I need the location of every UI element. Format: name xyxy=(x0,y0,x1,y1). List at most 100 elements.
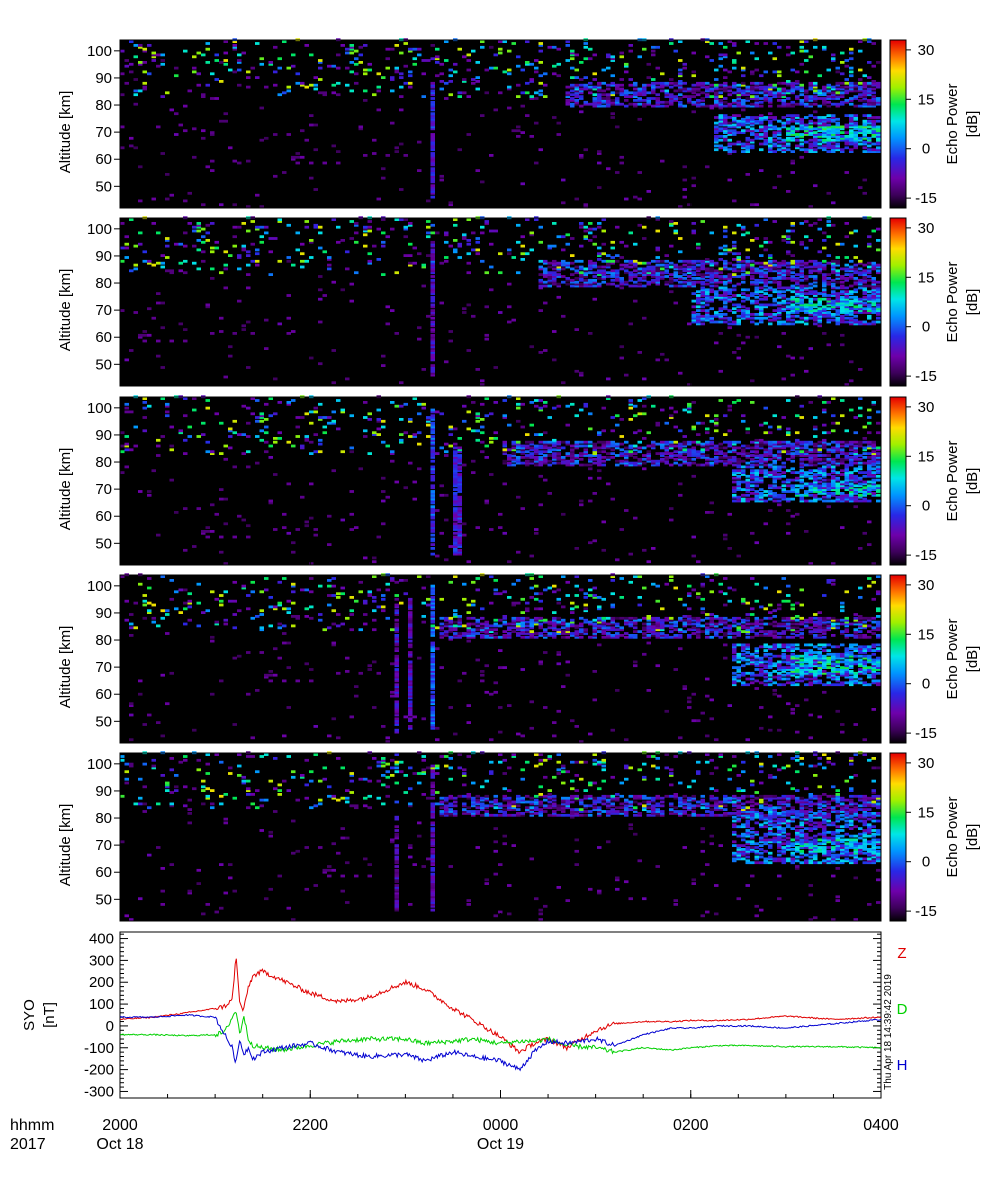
echo-cell xyxy=(687,267,692,271)
echo-cell xyxy=(700,265,705,269)
echo-cell xyxy=(822,263,827,267)
echo-cell xyxy=(475,240,480,244)
colorbar-step xyxy=(890,227,906,229)
echo-cell xyxy=(480,379,485,383)
echo-cell xyxy=(741,146,746,150)
echo-cell xyxy=(430,278,435,282)
echo-cell xyxy=(232,203,237,207)
colorbar-step xyxy=(890,291,906,293)
echo-cell xyxy=(547,273,552,276)
echo-cell xyxy=(579,244,584,248)
echo-cell xyxy=(444,256,449,259)
echo-cell xyxy=(727,277,732,280)
echo-cell xyxy=(507,461,512,465)
echo-cell xyxy=(786,133,791,136)
echo-cell xyxy=(709,297,714,301)
echo-cell xyxy=(579,259,584,263)
echo-cell xyxy=(795,277,800,280)
echo-cell xyxy=(385,66,390,70)
colorbar-step xyxy=(890,353,906,355)
echo-cell xyxy=(786,131,791,134)
echo-cell xyxy=(745,295,750,299)
echo-cell xyxy=(835,311,840,314)
echo-cell xyxy=(511,318,516,322)
echo-cell xyxy=(732,311,737,314)
echo-cell xyxy=(804,246,809,250)
echo-cell xyxy=(687,284,692,288)
echo-cell xyxy=(862,125,867,129)
echo-cell xyxy=(790,240,795,244)
echo-cell xyxy=(376,85,381,89)
colorbar-step xyxy=(890,328,906,330)
colorbar-step xyxy=(890,361,906,363)
echo-cell xyxy=(664,83,669,87)
echo-cell xyxy=(426,231,431,235)
echo-cell xyxy=(484,333,489,337)
echo-cell xyxy=(210,97,215,100)
echo-cell xyxy=(426,416,431,419)
echo-cell xyxy=(507,68,512,72)
echo-cell xyxy=(849,292,854,295)
echo-cell xyxy=(808,87,813,91)
colorbar-step xyxy=(890,241,906,243)
echo-cell xyxy=(727,131,732,134)
echo-cell xyxy=(754,335,759,339)
colorbar-step xyxy=(890,263,906,265)
echo-cell xyxy=(813,148,818,152)
echo-cell xyxy=(772,288,777,292)
echo-cell xyxy=(304,524,309,528)
echo-cell xyxy=(601,97,606,100)
echo-cell xyxy=(223,59,228,62)
echo-cell xyxy=(471,49,476,53)
echo-cell xyxy=(430,171,435,174)
echo-cell xyxy=(822,100,827,104)
colorbar-step xyxy=(890,349,906,351)
echo-cell xyxy=(331,144,336,148)
echo-cell xyxy=(813,290,818,294)
echo-cell xyxy=(430,280,435,284)
echo-cell xyxy=(309,83,314,87)
echo-cell xyxy=(394,404,399,408)
echo-cell xyxy=(439,87,444,91)
echo-cell xyxy=(268,61,273,64)
echo-cell xyxy=(763,99,768,102)
colorbar-step xyxy=(890,104,906,106)
echo-cell xyxy=(705,267,710,271)
echo-cell xyxy=(862,273,867,276)
echo-cell xyxy=(853,127,858,131)
echo-cell xyxy=(790,311,795,314)
echo-cell xyxy=(376,227,381,231)
echo-cell xyxy=(718,129,723,133)
echo-cell xyxy=(628,446,633,450)
echo-cell xyxy=(615,83,620,87)
echo-cell xyxy=(142,416,147,419)
echo-cell xyxy=(718,314,723,318)
echo-cell xyxy=(741,497,746,501)
echo-cell xyxy=(669,518,674,522)
echo-cell xyxy=(430,248,435,252)
echo-cell xyxy=(552,244,557,248)
echo-cell xyxy=(597,254,602,257)
echo-cell xyxy=(858,297,863,301)
echo-cell xyxy=(457,457,462,461)
echo-cell xyxy=(552,72,557,76)
echo-cell xyxy=(835,305,840,309)
echo-cell xyxy=(759,286,764,290)
echo-cell xyxy=(264,85,269,89)
echo-cell xyxy=(826,138,831,142)
echo-cell xyxy=(502,448,507,452)
echo-cell xyxy=(430,499,435,503)
echo-cell xyxy=(453,70,458,74)
echo-cell xyxy=(736,305,741,309)
echo-cell xyxy=(750,292,755,295)
echo-cell xyxy=(790,254,795,257)
echo-cell xyxy=(376,408,381,412)
echo-cell xyxy=(664,263,669,267)
echo-cell xyxy=(642,87,647,91)
echo-cell xyxy=(835,91,840,95)
echo-cell xyxy=(867,314,872,318)
echo-cell xyxy=(286,531,291,535)
echo-cell xyxy=(295,248,300,252)
echo-cell xyxy=(403,254,408,257)
echo-cell xyxy=(228,345,233,349)
